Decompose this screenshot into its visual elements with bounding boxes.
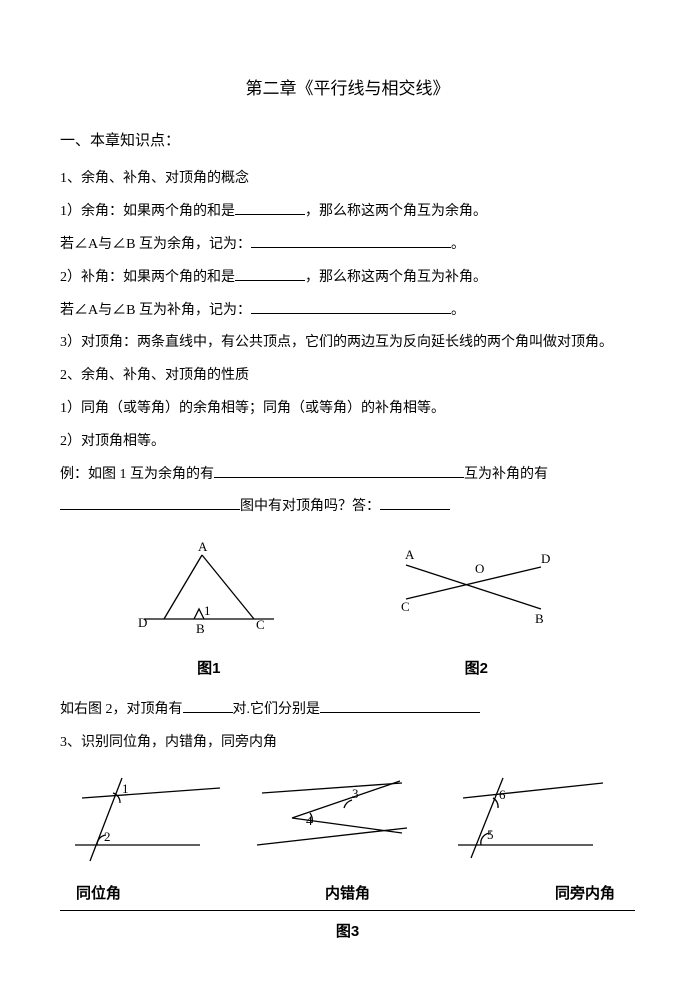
figure-3c-label: 同旁内角: [443, 877, 635, 910]
section-heading: 一、本章知识点：: [60, 125, 635, 158]
label-2: 2: [104, 829, 111, 844]
text-line: 例：如图 1 互为余角的有 互为补角的有: [60, 460, 635, 491]
text-fragment: 互为补角的有: [464, 467, 548, 482]
text-line: 3、识别同位角，内错角，同旁内角: [60, 728, 635, 759]
label-1: 1: [122, 781, 129, 796]
concept-heading: 1、余角、补角、对顶角的概念: [60, 164, 635, 195]
text-fragment: 图中有对顶角吗？答：: [240, 499, 380, 514]
fill-blank[interactable]: [380, 496, 450, 510]
label-b: B: [196, 621, 205, 636]
text-line: 1）同角（或等角）的余角相等；同角（或等角）的补角相等。: [60, 394, 635, 425]
figure-3b-label: 内错角: [252, 877, 444, 910]
property-heading: 2、余角、补角、对顶角的性质: [60, 361, 635, 392]
label-o: O: [475, 561, 484, 576]
figure-3-row: 1 2 同位角 3 4 内错角: [60, 773, 635, 912]
label-a: A: [198, 539, 208, 554]
label-d: D: [541, 551, 550, 566]
label-5: 5: [487, 827, 494, 842]
text-line: 2）对顶角相等。: [60, 427, 635, 458]
text-line: 如右图 2，对顶角有 对.它们分别是: [60, 695, 635, 726]
text-fragment: 。: [451, 303, 465, 318]
text-line: 3）对顶角：两条直线中，有公共顶点，它们的两边互为反向延长线的两个角叫做对顶角。: [60, 328, 635, 359]
label-d: D: [138, 615, 147, 630]
label-a: A: [405, 547, 415, 562]
page-title: 第二章《平行线与相交线》: [60, 70, 635, 107]
text-fragment: 1）余角：如果两个角的和是: [60, 204, 235, 219]
label-c: C: [401, 599, 410, 614]
figures-row-1: A D B C 1 图1 A D C B O 图2: [60, 537, 635, 685]
fill-blank[interactable]: [251, 234, 451, 248]
text-line: 图中有对顶角吗？答：: [60, 492, 635, 523]
figure-3-caption: 图3: [60, 915, 635, 948]
label-4: 4: [306, 813, 313, 828]
fill-blank[interactable]: [214, 464, 464, 478]
fill-blank[interactable]: [320, 699, 480, 713]
text-fragment: 例：如图 1 互为余角的有: [60, 467, 214, 482]
fill-blank[interactable]: [235, 201, 305, 215]
label-3: 3: [352, 786, 359, 801]
fill-blank[interactable]: [235, 267, 305, 281]
figure-3a-label: 同位角: [60, 877, 252, 910]
text-line: 若∠A与∠B 互为余角，记为： 。: [60, 230, 635, 261]
label-1: 1: [204, 603, 211, 618]
figure-1: A D B C 1 图1: [124, 537, 294, 685]
text-fragment: 对.它们分别是: [233, 702, 321, 717]
figure-1-caption: 图1: [124, 652, 294, 685]
figure-2: A D C B O 图2: [381, 537, 571, 685]
text-fragment: 若∠A与∠B 互为余角，记为：: [60, 237, 251, 252]
figure-3c: 6 5 同旁内角: [443, 773, 635, 911]
figure-3a: 1 2 同位角: [60, 773, 252, 911]
text-fragment: 。: [451, 237, 465, 252]
label-b: B: [535, 611, 544, 626]
text-fragment: 如右图 2，对顶角有: [60, 702, 183, 717]
figure-2-caption: 图2: [381, 652, 571, 685]
text-line: 1）余角：如果两个角的和是 ，那么称这两个角互为余角。: [60, 197, 635, 228]
fill-blank[interactable]: [251, 300, 451, 314]
fill-blank[interactable]: [183, 699, 233, 713]
text-line: 若∠A与∠B 互为补角，记为： 。: [60, 296, 635, 327]
fill-blank[interactable]: [60, 496, 240, 510]
text-fragment: 2）补角：如果两个角的和是: [60, 270, 235, 285]
label-6: 6: [499, 787, 506, 802]
text-fragment: ，那么称这两个角互为余角。: [305, 204, 487, 219]
text-fragment: 若∠A与∠B 互为补角，记为：: [60, 303, 251, 318]
text-line: 2）补角：如果两个角的和是 ，那么称这两个角互为补角。: [60, 263, 635, 294]
label-c: C: [256, 617, 265, 632]
text-fragment: ，那么称这两个角互为补角。: [305, 270, 487, 285]
figure-3b: 3 4 内错角: [252, 773, 444, 911]
